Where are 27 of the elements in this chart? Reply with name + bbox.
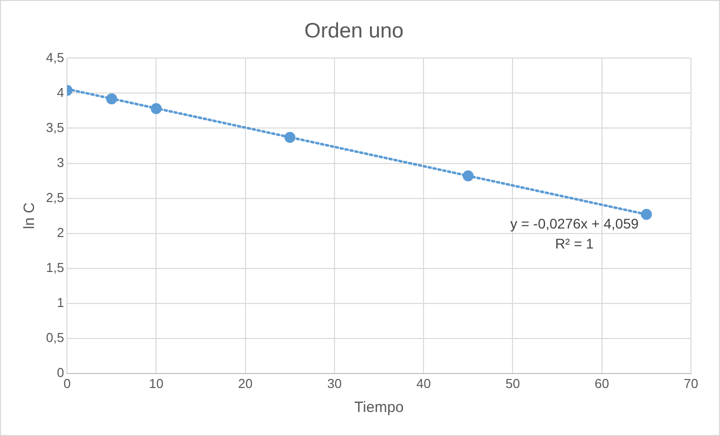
- x-tick-label: 70: [684, 376, 698, 391]
- x-axis-title: Tiempo: [354, 399, 404, 416]
- y-tick-label: 0: [56, 364, 64, 380]
- y-tick-label: 4: [56, 84, 64, 100]
- y-tick-label: 2,5: [46, 190, 64, 205]
- y-tick-label: 2: [56, 224, 64, 240]
- x-tick-label: 60: [594, 376, 610, 391]
- x-tick-label: 30: [327, 376, 342, 391]
- point: [640, 208, 652, 220]
- y-tick-label: 1,5: [46, 260, 64, 275]
- point: [106, 93, 118, 104]
- x-tick-label: 50: [506, 376, 520, 391]
- y-tick-label: 1: [56, 294, 64, 310]
- x-tick-label: 20: [238, 376, 253, 391]
- y-tick-label: 0,5: [46, 330, 64, 345]
- y-tick-label: 4,5: [46, 50, 64, 65]
- point: [462, 170, 474, 182]
- x-tick-label: 40: [416, 376, 431, 391]
- annotation: R² = 1: [555, 235, 594, 252]
- point: [150, 103, 162, 114]
- y-tick-label: 3,5: [46, 120, 64, 135]
- annotation: y = -0,0276x + 4,059: [510, 215, 639, 232]
- chart-title: Orden uno: [304, 19, 404, 42]
- y-axis-title: ln C: [21, 202, 38, 230]
- y-tick-label: 3: [56, 154, 64, 170]
- x-tick-label: 10: [148, 376, 164, 391]
- point: [284, 132, 296, 143]
